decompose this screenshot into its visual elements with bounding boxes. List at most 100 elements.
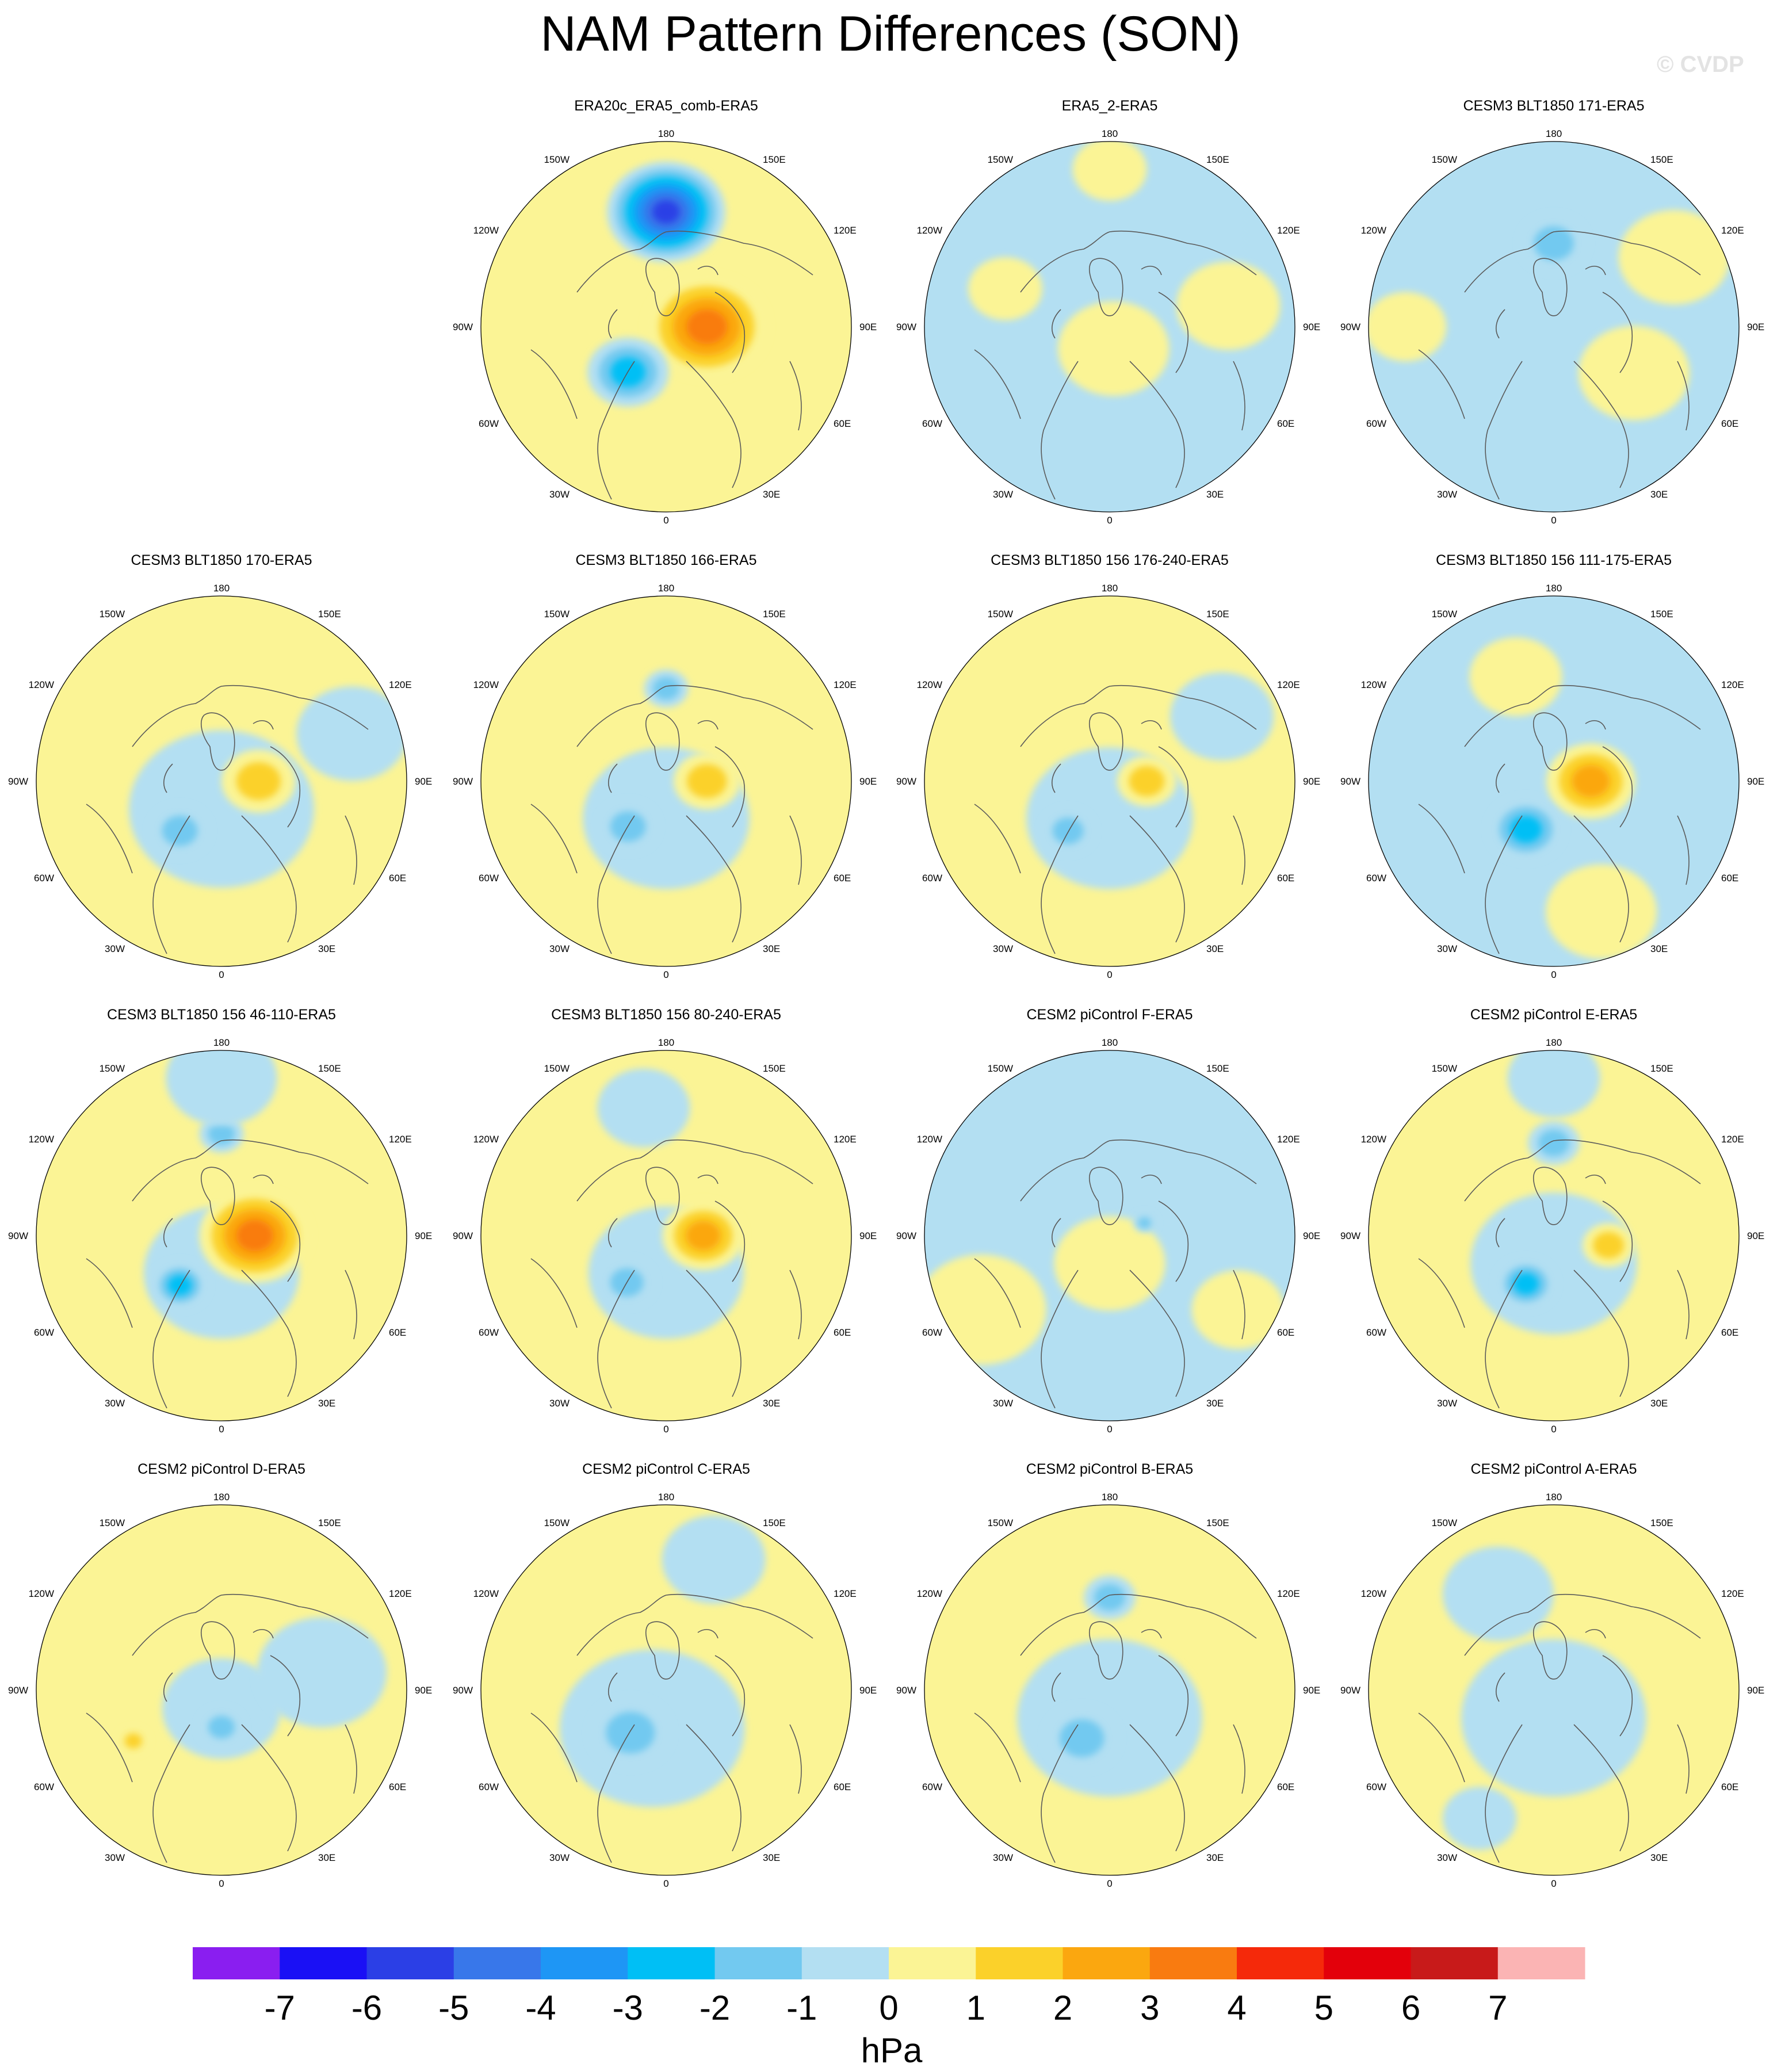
longitude-label: 30E — [763, 943, 780, 954]
longitude-label: 60E — [834, 873, 851, 884]
colorbar-box — [1063, 1947, 1151, 1979]
map-panel: CESM2 piControl F-ERA5 180 150E 120E 90E 60E 3… — [888, 1007, 1331, 1461]
longitude-label: 0 — [1551, 1878, 1556, 1889]
polar-map: 180 150E 120E 90E 60E 30E 0 30W 60W 90W 120W 150W — [8, 583, 432, 980]
longitude-label: 150W — [1432, 1063, 1457, 1074]
longitude-label: 60W — [1366, 418, 1386, 429]
longitude-label: 90E — [1303, 776, 1320, 787]
longitude-label: 60W — [479, 1782, 499, 1792]
longitude-label: 0 — [663, 1424, 668, 1435]
colorbar-box — [366, 1947, 454, 1979]
longitude-label: 30W — [549, 1398, 570, 1409]
longitude-label: 150E — [318, 609, 341, 620]
longitude-label: 90E — [1747, 1685, 1764, 1696]
longitude-label: 30W — [105, 1852, 125, 1863]
longitude-label: 180 — [1102, 128, 1118, 139]
panel-title: CESM3 BLT1850 156 111-175-ERA5 — [1436, 552, 1672, 568]
coastlines — [1418, 1593, 1701, 1863]
longitude-label: 150E — [318, 1517, 341, 1528]
colorbar-box — [1149, 1947, 1237, 1979]
longitude-label: 60E — [1277, 873, 1294, 884]
cvdp-watermark: © CVDP — [1657, 52, 1744, 77]
longitude-label: 0 — [1551, 1424, 1556, 1435]
longitude-label: 180 — [1102, 583, 1118, 594]
longitude-label: 150E — [763, 154, 786, 165]
longitude-label: 60W — [1366, 873, 1386, 884]
longitude-label: 120W — [473, 679, 499, 690]
longitude-label: 150E — [1650, 1063, 1673, 1074]
longitude-label: 30W — [105, 1398, 125, 1409]
longitude-label: 120W — [473, 225, 499, 236]
longitude-label: 30E — [1206, 943, 1224, 954]
longitude-label: 60E — [1721, 1782, 1738, 1792]
colorbar-box — [714, 1947, 802, 1979]
longitude-label: 120E — [834, 225, 857, 236]
colorbar-tick-label: 3 — [1140, 1989, 1159, 2027]
longitude-label: 60E — [1721, 1327, 1738, 1338]
coastlines — [86, 1139, 369, 1409]
longitude-label: 150E — [1206, 1063, 1229, 1074]
contour-anomaly — [167, 1275, 192, 1295]
map-panel: CESM2 piControl E-ERA5 180 150E 120E 90E 60E 3… — [1332, 1007, 1775, 1461]
longitude-label: 90W — [1340, 322, 1360, 332]
colorbar-box — [193, 1947, 280, 1979]
coastlines — [974, 1593, 1257, 1863]
longitude-label: 90W — [1340, 1685, 1360, 1696]
longitude-label: 150W — [988, 1517, 1013, 1528]
longitude-label: 120E — [1277, 1588, 1300, 1599]
map-border — [36, 1050, 407, 1421]
panel-title: CESM2 piControl B-ERA5 — [1026, 1461, 1194, 1477]
polar-map: 180 150E 120E 90E 60E 30E 0 30W 60W 90W 120W 150W — [453, 1492, 877, 1889]
longitude-label: 150W — [1432, 609, 1457, 620]
longitude-label: 90W — [8, 1230, 28, 1241]
map-panel: CESM2 piControl A-ERA5 180 150E 120E 90E 60E 3… — [1332, 1461, 1775, 1916]
longitude-label: 150W — [988, 154, 1013, 165]
colorbar-tick-label: 2 — [1053, 1989, 1072, 2027]
longitude-label: 30E — [1650, 1398, 1668, 1409]
longitude-label: 30E — [318, 1398, 335, 1409]
colorbar-box — [1411, 1947, 1499, 1979]
longitude-label: 90W — [453, 322, 473, 332]
polar-map: 180 150E 120E 90E 60E 30E 0 30W 60W 90W 120W 150W — [1340, 583, 1764, 980]
longitude-label: 120W — [917, 1588, 942, 1599]
longitude-label: 30E — [763, 489, 780, 500]
panel-title: CESM2 piControl A-ERA5 — [1470, 1461, 1637, 1477]
map-border — [480, 1504, 852, 1876]
longitude-label: 120E — [834, 679, 857, 690]
polar-map: 180 150E 120E 90E 60E 30E 0 30W 60W 90W 120W 150W — [1340, 128, 1764, 526]
longitude-label: 90E — [415, 1230, 432, 1241]
polar-map: 180 150E 120E 90E 60E 30E 0 30W 60W 90W 120W 150W — [453, 583, 877, 980]
longitude-label: 150W — [100, 609, 125, 620]
map-border — [480, 595, 852, 967]
longitude-label: 60W — [34, 1327, 54, 1338]
contour-anomaly — [968, 257, 1042, 320]
longitude-label: 150E — [1650, 154, 1673, 165]
map-panel: CESM3 BLT1850 156 46-110-ERA5 180 150E 120E… — [0, 1007, 443, 1461]
colorbar-tick-label: -2 — [700, 1989, 730, 2027]
longitude-label: 90W — [453, 1685, 473, 1696]
coastlines — [86, 1593, 369, 1863]
contour-anomaly — [166, 1050, 277, 1126]
colorbar-tick-label: -7 — [265, 1989, 295, 2027]
coastlines — [974, 230, 1257, 500]
contour-anomaly — [1369, 292, 1447, 362]
longitude-label: 60E — [389, 1327, 406, 1338]
longitude-label: 150E — [1206, 1517, 1229, 1528]
panel-title: CESM3 BLT1850 171-ERA5 — [1463, 98, 1645, 114]
map-border — [924, 141, 1295, 513]
panel-title: ERA20c_ERA5_comb-ERA5 — [574, 98, 758, 114]
map-border — [1368, 1504, 1740, 1876]
contour-anomaly — [236, 1220, 274, 1252]
longitude-label: 60W — [1366, 1782, 1386, 1792]
longitude-label: 120E — [1721, 679, 1744, 690]
longitude-label: 90E — [859, 776, 877, 787]
contour-anomaly — [1060, 1719, 1104, 1757]
contour-anomaly — [1513, 1272, 1539, 1295]
longitude-label: 120E — [1721, 225, 1744, 236]
longitude-label: 120E — [834, 1134, 857, 1145]
longitude-label: 150W — [1432, 1517, 1457, 1528]
longitude-label: 180 — [213, 1492, 230, 1503]
longitude-label: 60W — [1366, 1327, 1386, 1338]
longitude-label: 120W — [29, 1134, 54, 1145]
longitude-label: 60E — [834, 418, 851, 429]
